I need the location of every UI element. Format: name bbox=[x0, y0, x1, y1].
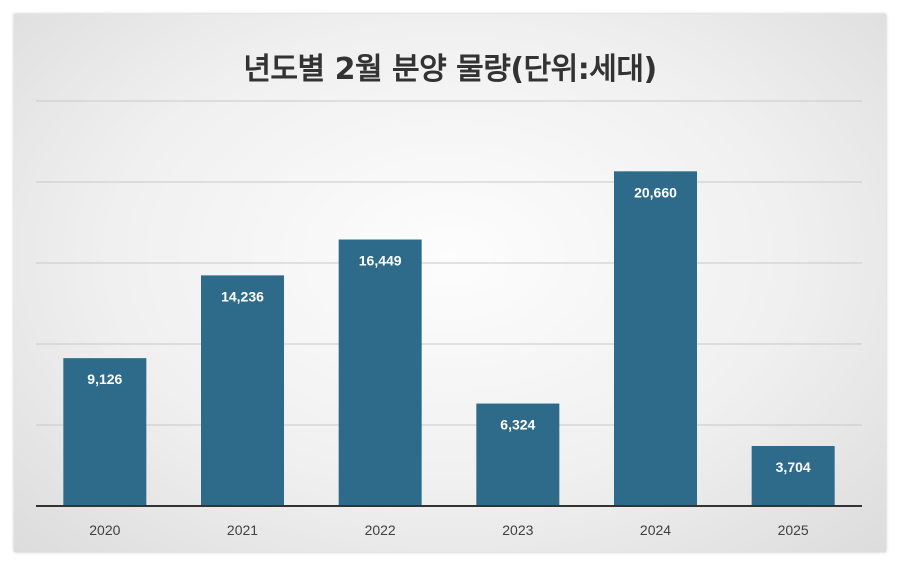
x-tick-label: 2021 bbox=[227, 522, 258, 538]
bar-value-label: 6,324 bbox=[500, 417, 535, 433]
bar-2022 bbox=[338, 239, 422, 507]
bar-2024 bbox=[614, 171, 697, 507]
bar-2023 bbox=[476, 403, 560, 506]
bar-value-label: 16,449 bbox=[359, 253, 402, 269]
x-tick-label: 2023 bbox=[502, 522, 533, 538]
x-axis-tick-labels: 2020 2021 2022 2023 2024 2025 bbox=[89, 522, 809, 538]
bar-value-label: 9,126 bbox=[87, 371, 122, 387]
bars bbox=[63, 171, 835, 507]
x-tick-label: 2024 bbox=[640, 522, 671, 538]
bar-value-label: 3,704 bbox=[776, 459, 811, 475]
gridlines bbox=[36, 100, 862, 426]
bar-value-labels: 9,126 14,236 16,449 6,324 20,660 3,704 bbox=[87, 184, 811, 475]
bar-2020 bbox=[63, 358, 147, 506]
chart-title: 년도별 2월 분양 물량(단위:세대) bbox=[243, 52, 657, 87]
bar-2025 bbox=[751, 445, 835, 506]
bar-value-label: 14,236 bbox=[221, 288, 264, 304]
chart-frame: 년도별 2월 분양 물량(단위:세대) 9,126 14,236 16,449 6,3… bbox=[14, 14, 886, 552]
x-tick-label: 2020 bbox=[89, 522, 120, 538]
x-tick-label: 2022 bbox=[365, 522, 396, 538]
bar-2021 bbox=[201, 275, 284, 506]
x-tick-label: 2025 bbox=[778, 522, 809, 538]
bar-value-label: 20,660 bbox=[634, 184, 677, 200]
